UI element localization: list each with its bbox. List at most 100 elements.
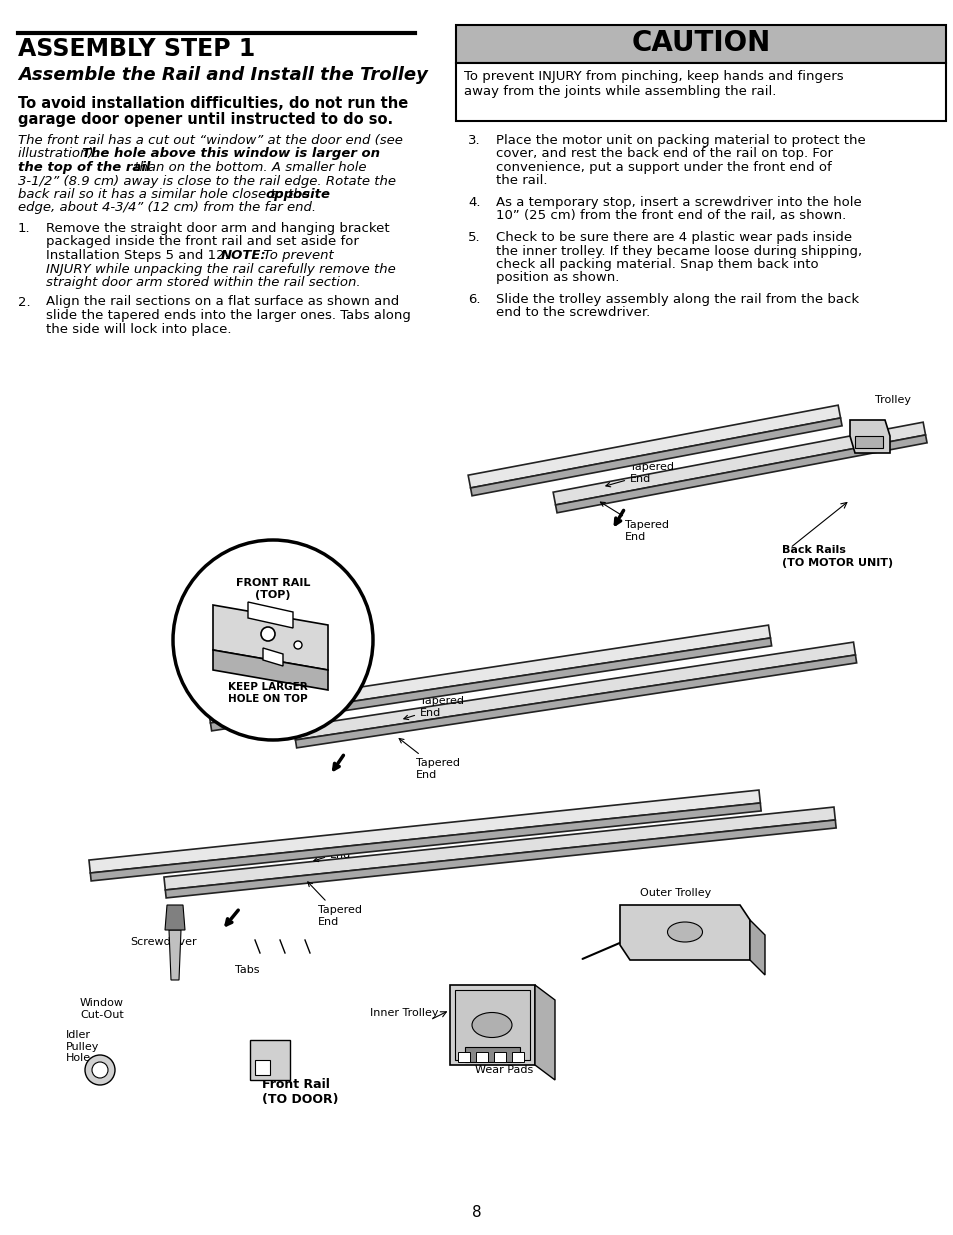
Polygon shape	[468, 405, 840, 488]
Polygon shape	[295, 655, 856, 748]
Text: opposite: opposite	[266, 188, 331, 201]
Text: To prevent: To prevent	[258, 249, 334, 262]
Bar	[512, 1052, 523, 1062]
Text: 3.: 3.	[468, 135, 480, 147]
Text: Tapered
End: Tapered End	[398, 739, 459, 779]
Polygon shape	[555, 435, 926, 513]
Text: convenience, put a support under the front end of: convenience, put a support under the fro…	[496, 161, 831, 174]
Polygon shape	[263, 648, 283, 666]
Text: Assemble the Rail and Install the Trolley: Assemble the Rail and Install the Trolle…	[18, 65, 428, 84]
Text: KEEP LARGER
HOLE ON TOP: KEEP LARGER HOLE ON TOP	[228, 682, 308, 704]
Text: 8: 8	[472, 1205, 481, 1220]
Polygon shape	[849, 420, 889, 453]
Text: the inner trolley. If they became loose during shipping,: the inner trolley. If they became loose …	[496, 245, 862, 258]
Text: Align the rail sections on a flat surface as shown and: Align the rail sections on a flat surfac…	[46, 295, 399, 309]
Text: 2.: 2.	[18, 295, 30, 309]
Bar	[476, 1052, 488, 1062]
Polygon shape	[535, 986, 555, 1079]
Text: 6.: 6.	[468, 293, 480, 306]
Bar	[494, 1052, 505, 1062]
Text: packaged inside the front rail and set aside for: packaged inside the front rail and set a…	[46, 236, 358, 248]
Text: Back Rails: Back Rails	[781, 545, 845, 555]
Polygon shape	[749, 920, 764, 974]
Text: 4.: 4.	[468, 196, 480, 209]
Bar	[854, 436, 882, 448]
Polygon shape	[91, 803, 760, 881]
Circle shape	[85, 1055, 115, 1086]
Text: 1.: 1.	[18, 222, 30, 235]
Polygon shape	[450, 986, 535, 1065]
Text: Installation Steps 5 and 12.: Installation Steps 5 and 12.	[46, 249, 233, 262]
Ellipse shape	[667, 923, 701, 942]
Text: slide the tapered ends into the larger ones. Tabs along: slide the tapered ends into the larger o…	[46, 309, 411, 322]
Text: Trolley: Trolley	[874, 395, 910, 405]
Polygon shape	[165, 820, 835, 898]
Text: cover, and rest the back end of the rail on top. For: cover, and rest the back end of the rail…	[496, 147, 832, 161]
Polygon shape	[209, 625, 770, 722]
Polygon shape	[211, 638, 771, 731]
Circle shape	[172, 540, 373, 740]
Text: (TO MOTOR UNIT): (TO MOTOR UNIT)	[781, 558, 892, 568]
Text: Check to be sure there are 4 plastic wear pads inside: Check to be sure there are 4 plastic wea…	[496, 231, 851, 245]
Text: Window
Cut-Out: Window Cut-Out	[80, 998, 124, 1020]
Bar	[254, 1060, 270, 1074]
Text: INJURY while unpacking the rail carefully remove the: INJURY while unpacking the rail carefull…	[46, 263, 395, 275]
Text: Tabs: Tabs	[234, 965, 259, 974]
Circle shape	[91, 1062, 108, 1078]
Bar	[464, 1047, 519, 1062]
Text: end to the screwdriver.: end to the screwdriver.	[496, 306, 650, 320]
Bar	[456, 63, 945, 121]
Text: Tapered
End: Tapered End	[308, 882, 361, 926]
Polygon shape	[553, 422, 924, 505]
Text: Tapered
End: Tapered End	[605, 462, 673, 487]
Ellipse shape	[472, 1013, 512, 1037]
Text: 3-1/2” (8.9 cm) away is close to the rail edge. Rotate the: 3-1/2” (8.9 cm) away is close to the rai…	[18, 174, 395, 188]
Text: Outer Trolley: Outer Trolley	[639, 888, 711, 898]
Bar	[455, 990, 530, 1060]
Text: Place the motor unit on packing material to protect the: Place the motor unit on packing material…	[496, 135, 864, 147]
Text: check all packing material. Snap them back into: check all packing material. Snap them ba…	[496, 258, 818, 270]
Text: the side will lock into place.: the side will lock into place.	[46, 322, 232, 336]
Polygon shape	[169, 930, 181, 981]
Polygon shape	[294, 642, 855, 740]
Text: To avoid installation difficulties, do not run the: To avoid installation difficulties, do n…	[18, 96, 408, 111]
Text: Wear Pads: Wear Pads	[475, 1060, 533, 1074]
Text: Idler
Pulley
Hole: Idler Pulley Hole	[66, 1030, 99, 1063]
Text: Front Rail
(TO DOOR): Front Rail (TO DOOR)	[262, 1078, 338, 1107]
Text: edge, about 4-3/4” (12 cm) from the far end.: edge, about 4-3/4” (12 cm) from the far …	[18, 201, 315, 215]
Polygon shape	[165, 905, 185, 930]
Circle shape	[294, 641, 302, 650]
Polygon shape	[89, 790, 760, 873]
Text: than on the bottom. A smaller hole: than on the bottom. A smaller hole	[130, 161, 366, 174]
Text: position as shown.: position as shown.	[496, 272, 618, 284]
Text: Tapered
End: Tapered End	[599, 503, 668, 542]
Text: As a temporary stop, insert a screwdriver into the hole: As a temporary stop, insert a screwdrive…	[496, 196, 861, 209]
Text: NOTE:: NOTE:	[221, 249, 266, 262]
Polygon shape	[248, 601, 293, 629]
Text: garage door opener until instructed to do so.: garage door opener until instructed to d…	[18, 112, 393, 127]
Polygon shape	[213, 650, 328, 690]
Text: Tapered
End: Tapered End	[314, 839, 374, 862]
Text: FRONT RAIL
(TOP): FRONT RAIL (TOP)	[235, 578, 310, 600]
Text: 10” (25 cm) from the front end of the rail, as shown.: 10” (25 cm) from the front end of the ra…	[496, 210, 845, 222]
Polygon shape	[164, 806, 835, 890]
Polygon shape	[619, 905, 749, 960]
Circle shape	[261, 627, 274, 641]
Text: back rail so it has a similar hole close to the: back rail so it has a similar hole close…	[18, 188, 314, 201]
Bar	[456, 25, 945, 63]
Text: Inner Trolley: Inner Trolley	[370, 1008, 438, 1018]
Text: The hole above this window is larger on: The hole above this window is larger on	[82, 147, 379, 161]
Text: Screwdriver: Screwdriver	[130, 937, 196, 947]
Polygon shape	[213, 605, 328, 671]
Text: the rail.: the rail.	[496, 174, 547, 188]
Text: the top of the rail: the top of the rail	[18, 161, 151, 174]
Text: straight door arm stored within the rail section.: straight door arm stored within the rail…	[46, 275, 360, 289]
Text: Remove the straight door arm and hanging bracket: Remove the straight door arm and hanging…	[46, 222, 389, 235]
Text: Tapered
End: Tapered End	[403, 697, 463, 720]
Text: 5.: 5.	[468, 231, 480, 245]
Polygon shape	[470, 417, 841, 495]
Text: ASSEMBLY STEP 1: ASSEMBLY STEP 1	[18, 37, 255, 61]
Bar	[250, 1040, 290, 1079]
Text: CAUTION: CAUTION	[631, 28, 770, 57]
Text: away from the joints while assembling the rail.: away from the joints while assembling th…	[463, 85, 776, 98]
